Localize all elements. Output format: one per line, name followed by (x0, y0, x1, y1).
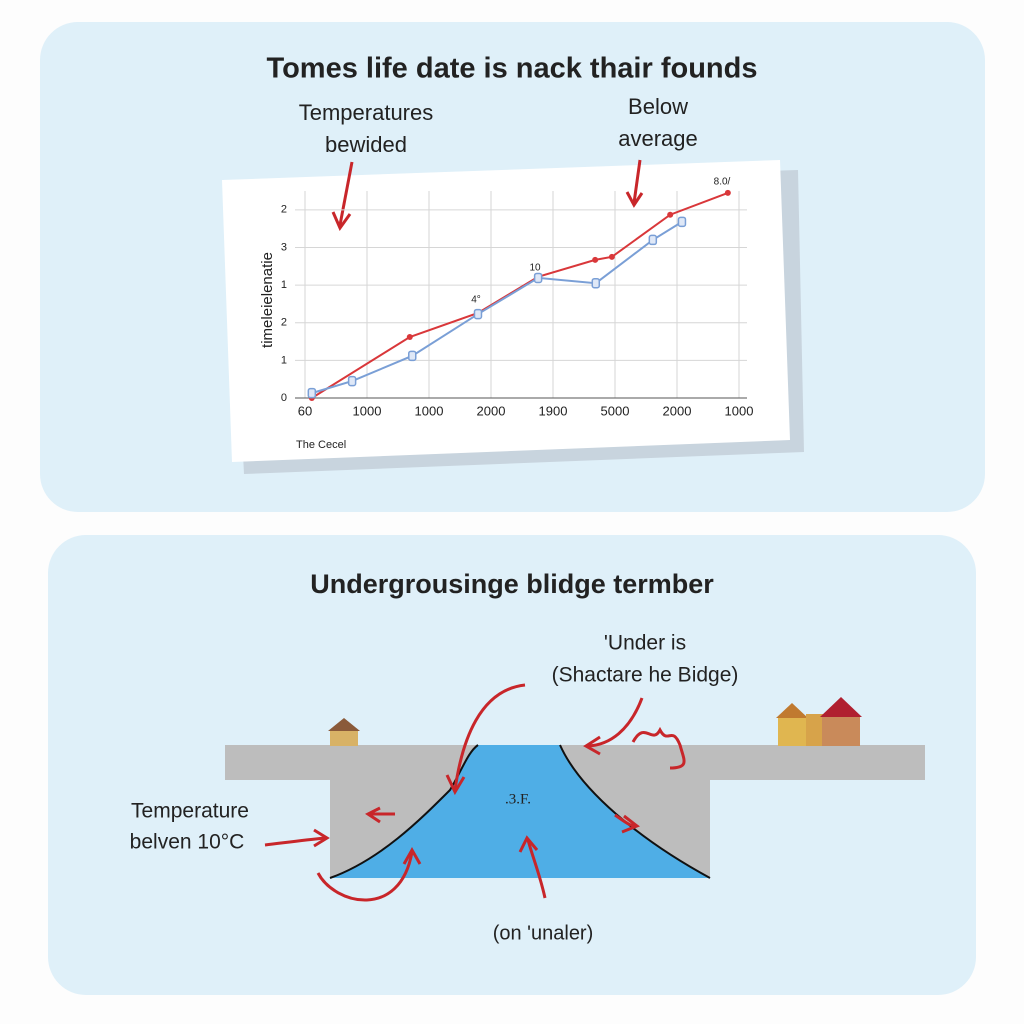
point (473, 308, 483, 320)
x-tick-label: 2000 (663, 403, 692, 418)
label: .3.F. (505, 791, 531, 807)
point (592, 256, 599, 263)
house (328, 718, 360, 746)
water (330, 745, 710, 878)
y-tick-label: 0 (281, 392, 287, 404)
label: (Shactare he Bidge) (552, 664, 739, 687)
point-label: 4° (471, 295, 481, 306)
chart-title: Tomes life date is nack thair founds (267, 53, 758, 85)
y-tick-label: 1 (281, 354, 287, 366)
outline (329, 744, 479, 879)
point (724, 189, 731, 196)
diagram-title: Undergrousinge blidge termber (310, 569, 714, 599)
y-axis-label: timeleielenatie (259, 252, 276, 348)
point (667, 211, 674, 218)
arrow (632, 159, 642, 204)
x-tick-label: 2000 (477, 403, 506, 418)
y-tick-label: 3 (281, 241, 287, 253)
x-tick-label: 1000 (353, 403, 382, 418)
y-tick-label: 1 (281, 279, 287, 291)
chart-paper (222, 160, 790, 462)
point (307, 387, 317, 399)
point (591, 277, 601, 289)
point (408, 350, 417, 362)
label: Temperature (131, 800, 249, 823)
x-tick-label: 1900 (539, 403, 568, 418)
arrow-head (331, 211, 352, 232)
annotation: average (618, 126, 698, 151)
y-tick-label: 2 (281, 317, 287, 329)
x-tick-label: 5000 (601, 403, 630, 418)
houses (776, 697, 862, 746)
point (677, 216, 687, 228)
series-line (311, 191, 729, 399)
arrow (338, 161, 354, 226)
x-axis-label: The Cecel (296, 439, 346, 451)
series-line (311, 221, 683, 395)
label: belven 10°C (130, 831, 245, 854)
point (533, 272, 543, 284)
arrows (264, 683, 686, 902)
point-label: 8.0/ (714, 177, 731, 188)
point (648, 234, 658, 246)
point (406, 334, 413, 341)
annotation: Below (628, 94, 688, 119)
arrow-head (625, 191, 644, 208)
point (608, 253, 615, 260)
annotation: bewided (325, 132, 407, 157)
annotation: Temperatures (299, 100, 434, 125)
x-tick-label: 1000 (415, 403, 444, 418)
y-tick-label: 2 (281, 204, 287, 216)
point (347, 375, 357, 387)
x-tick-label: 1000 (725, 403, 754, 418)
label: 'Under is (604, 632, 686, 655)
x-tick-label: 60 (298, 403, 312, 418)
point-label: 10 (529, 263, 541, 274)
label: (on 'unaler) (493, 922, 594, 944)
